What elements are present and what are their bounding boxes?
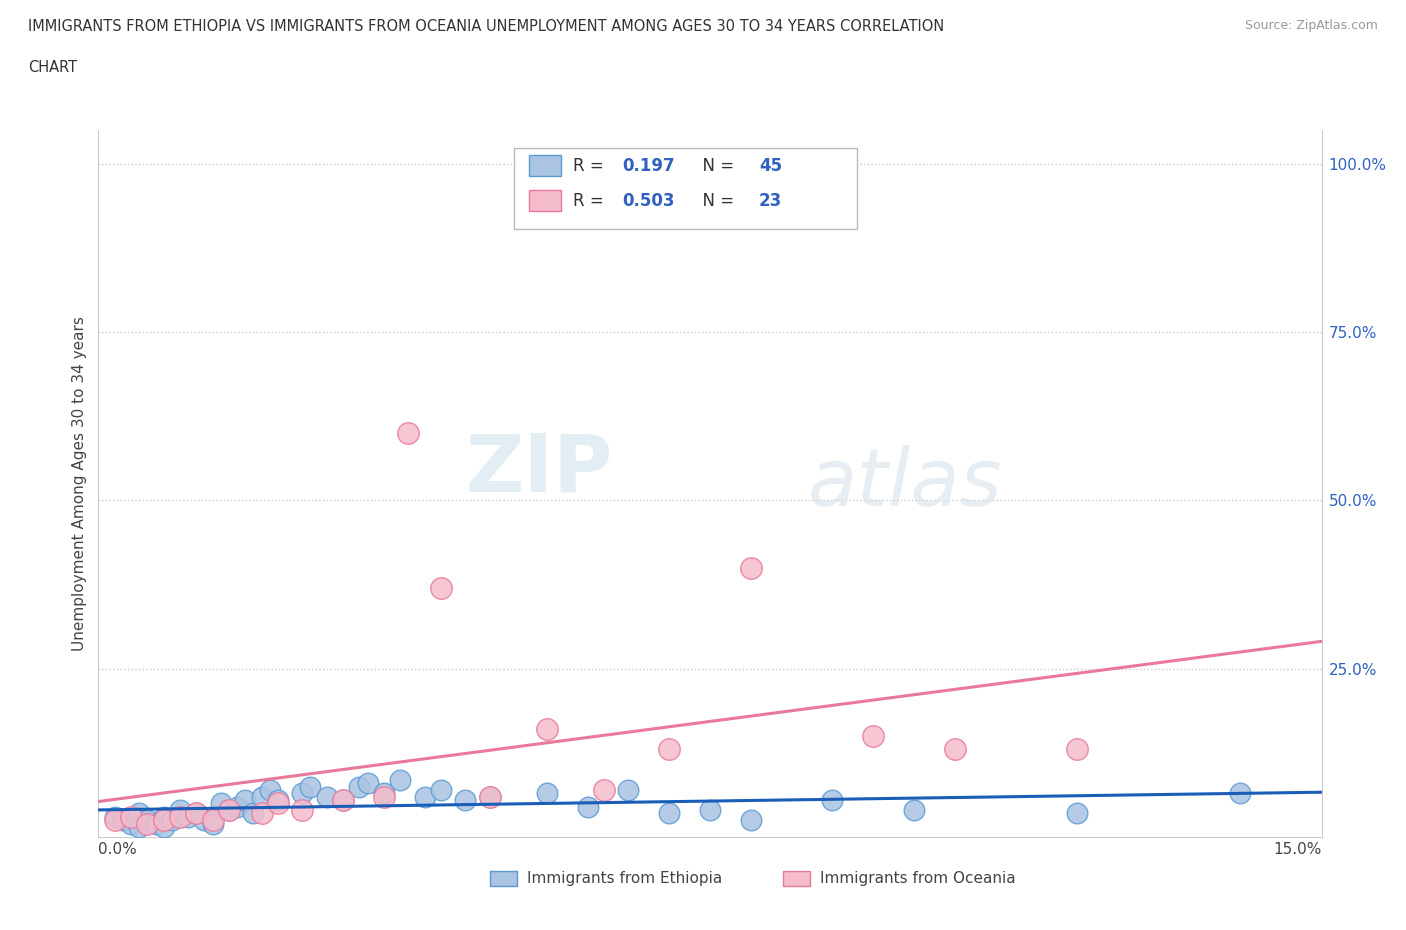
Point: [903, 803, 925, 817]
Point: [160, 813, 183, 828]
Point: [120, 809, 142, 824]
Point: [430, 782, 453, 797]
Point: [136, 817, 159, 831]
Text: 23: 23: [759, 192, 782, 210]
Point: [1066, 806, 1088, 821]
Point: [267, 796, 290, 811]
Point: [177, 809, 200, 824]
Text: R =: R =: [574, 156, 609, 175]
Text: 15.0%: 15.0%: [1274, 842, 1322, 857]
Point: [233, 792, 256, 807]
Text: R =: R =: [574, 192, 609, 210]
Point: [373, 786, 395, 801]
Point: [396, 426, 419, 441]
Point: [315, 790, 337, 804]
Text: IMMIGRANTS FROM ETHIOPIA VS IMMIGRANTS FROM OCEANIA UNEMPLOYMENT AMONG AGES 30 T: IMMIGRANTS FROM ETHIOPIA VS IMMIGRANTS F…: [28, 19, 945, 33]
FancyBboxPatch shape: [529, 191, 561, 211]
Point: [128, 806, 150, 821]
Point: [593, 782, 616, 797]
FancyBboxPatch shape: [529, 155, 561, 176]
Text: Immigrants from Ethiopia: Immigrants from Ethiopia: [526, 871, 721, 886]
Point: [111, 813, 134, 828]
Point: [389, 772, 412, 787]
Text: 45: 45: [759, 156, 782, 175]
Point: [218, 803, 240, 817]
Point: [120, 817, 142, 831]
Text: Source: ZipAtlas.com: Source: ZipAtlas.com: [1244, 19, 1378, 32]
Point: [226, 799, 249, 814]
Point: [209, 796, 232, 811]
Text: CHART: CHART: [28, 60, 77, 75]
Text: 0.197: 0.197: [621, 156, 675, 175]
Point: [136, 813, 159, 828]
Text: Immigrants from Oceania: Immigrants from Oceania: [820, 871, 1015, 886]
Point: [104, 813, 127, 828]
Point: [332, 792, 354, 807]
Point: [291, 803, 314, 817]
Point: [201, 817, 224, 831]
Point: [943, 742, 966, 757]
Point: [267, 792, 290, 807]
Point: [169, 809, 191, 824]
Point: [536, 786, 558, 801]
Point: [699, 803, 721, 817]
Point: [299, 779, 322, 794]
Point: [658, 742, 681, 757]
Point: [291, 786, 314, 801]
Point: [1229, 786, 1251, 801]
Point: [658, 806, 681, 821]
Point: [193, 813, 215, 828]
FancyBboxPatch shape: [515, 148, 856, 229]
Point: [821, 792, 844, 807]
Text: 0.0%: 0.0%: [98, 842, 138, 857]
Point: [413, 790, 436, 804]
FancyBboxPatch shape: [783, 870, 810, 886]
Point: [862, 728, 884, 743]
Point: [356, 776, 378, 790]
Point: [186, 806, 208, 821]
Text: atlas: atlas: [808, 445, 1002, 523]
Point: [332, 792, 354, 807]
Point: [152, 809, 174, 824]
Point: [536, 722, 558, 737]
Point: [186, 806, 208, 821]
Text: N =: N =: [692, 156, 740, 175]
Point: [478, 790, 501, 804]
Text: N =: N =: [692, 192, 740, 210]
Point: [152, 813, 174, 828]
Point: [617, 782, 640, 797]
Point: [454, 792, 477, 807]
Point: [430, 580, 453, 595]
Point: [250, 806, 273, 821]
Point: [145, 817, 167, 831]
Point: [478, 790, 501, 804]
Text: 0.503: 0.503: [621, 192, 675, 210]
Point: [169, 803, 191, 817]
Point: [259, 782, 281, 797]
Point: [740, 560, 762, 575]
Point: [373, 790, 395, 804]
Point: [250, 790, 273, 804]
Text: ZIP: ZIP: [465, 431, 612, 509]
Point: [104, 809, 127, 824]
Point: [740, 813, 762, 828]
Point: [1066, 742, 1088, 757]
Point: [201, 813, 224, 828]
Point: [218, 803, 240, 817]
Y-axis label: Unemployment Among Ages 30 to 34 years: Unemployment Among Ages 30 to 34 years: [72, 316, 87, 651]
Point: [349, 779, 371, 794]
FancyBboxPatch shape: [489, 870, 517, 886]
Point: [128, 819, 150, 834]
Point: [576, 799, 599, 814]
Point: [242, 806, 264, 821]
Point: [152, 819, 174, 834]
